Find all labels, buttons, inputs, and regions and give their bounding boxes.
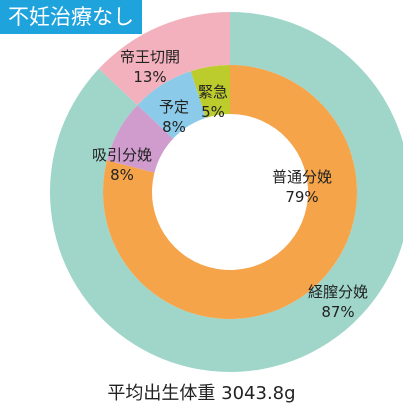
inner-slice-1 bbox=[106, 105, 174, 173]
outer-label-0: 経膣分娩 bbox=[308, 283, 368, 301]
outer-slice-0 bbox=[50, 12, 403, 372]
average-birth-weight: 平均出生体重 3043.8g bbox=[107, 383, 296, 404]
inner-label-1: 吸引分娩 bbox=[92, 146, 152, 164]
inner-value-3: 5% bbox=[201, 103, 225, 121]
outer-label-1: 帝王切開 bbox=[120, 48, 180, 66]
inner-label-2: 予定 bbox=[159, 98, 189, 116]
chart-title: 不妊治療なし bbox=[0, 0, 142, 34]
inner-slice-0 bbox=[103, 65, 357, 319]
inner-label-3: 緊急 bbox=[198, 83, 228, 101]
inner-value-2: 8% bbox=[162, 118, 186, 136]
outer-value-0: 87% bbox=[321, 303, 354, 321]
inner-value-0: 79% bbox=[285, 188, 318, 206]
outer-slice-1 bbox=[98, 12, 230, 106]
inner-slice-2 bbox=[137, 71, 206, 139]
inner-value-1: 8% bbox=[110, 166, 134, 184]
inner-label-0: 普通分娩 bbox=[272, 168, 332, 186]
inner-slice-3 bbox=[190, 65, 230, 118]
outer-value-1: 13% bbox=[133, 68, 166, 86]
